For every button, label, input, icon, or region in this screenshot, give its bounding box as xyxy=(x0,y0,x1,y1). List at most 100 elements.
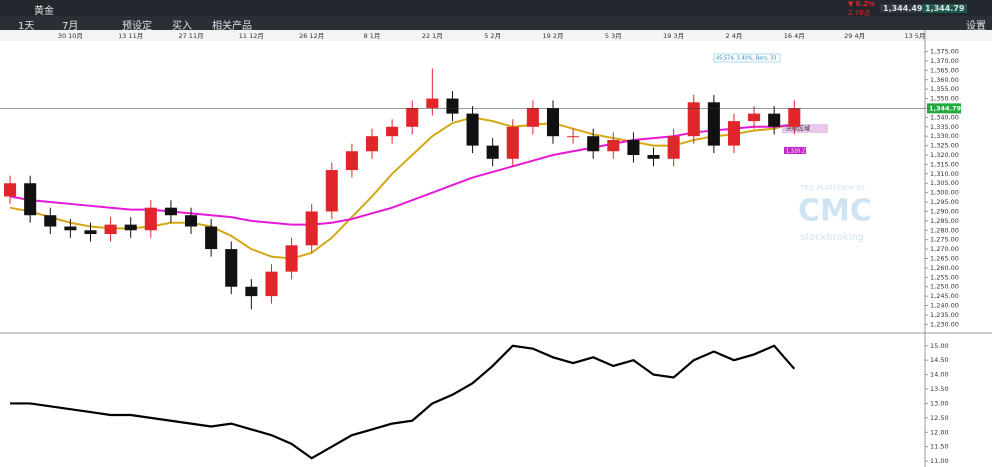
tool-bar: 1天 7月 预设定 买入 相关产品 设置 xyxy=(0,16,992,32)
zone-label: 突破区域 xyxy=(786,125,810,133)
x-tick-label: 30 10月 xyxy=(58,32,83,40)
candle-body xyxy=(225,249,238,287)
last-price-label: 1,344.79 xyxy=(929,104,962,112)
x-tick-label: 5 2月 xyxy=(484,32,501,40)
moving-average xyxy=(9,123,795,226)
candle-body xyxy=(526,107,539,127)
y-tick-label: 1,365.00 xyxy=(930,66,959,74)
y-tick-label: 1,335.00 xyxy=(930,123,959,131)
candle-body xyxy=(4,183,17,197)
y-tick-label: 1,360.00 xyxy=(930,76,959,84)
x-tick-label: 8 1月 xyxy=(364,32,381,40)
y-tick-label: 12.00 xyxy=(930,428,949,436)
candle-body xyxy=(84,230,97,235)
y-tick-label: 1,375.00 xyxy=(930,48,959,56)
x-tick-label: 13 5月 xyxy=(904,32,925,40)
y-tick-label: 1,255.00 xyxy=(930,273,959,281)
candle-body xyxy=(265,271,278,297)
x-tick-label: 19 3月 xyxy=(663,32,684,40)
candle-body xyxy=(506,126,519,159)
x-tick-label: 13 11月 xyxy=(118,32,143,40)
last-price-box xyxy=(927,103,961,114)
candle-body xyxy=(44,215,57,227)
x-tick-label: 26 12月 xyxy=(299,32,324,40)
chart: TRD PLATFORM BY CMC stockbroking 45.574,… xyxy=(0,30,992,467)
candle-body xyxy=(667,136,680,159)
buy[interactable]: 买入 xyxy=(172,21,192,32)
candle-body xyxy=(687,102,700,137)
y-tick-label: 1,250.00 xyxy=(930,283,959,291)
y-tick-label: 1,235.00 xyxy=(930,311,959,319)
x-tick-label: 22 1月 xyxy=(422,32,443,40)
y-tick-label: 14.00 xyxy=(930,371,949,379)
y-tick-label: 11.50 xyxy=(930,443,949,451)
watermark-bottom: stockbroking xyxy=(800,232,864,243)
y-tick-label: 1,315.00 xyxy=(930,160,959,168)
y-tick-label: 1,270.00 xyxy=(930,245,959,253)
candle-body xyxy=(104,224,117,235)
level-box xyxy=(784,147,806,154)
y-tick-label: 1,295.00 xyxy=(930,198,959,206)
candle-body xyxy=(727,121,740,146)
x-tick-label: 5 3月 xyxy=(605,32,622,40)
y-tick-label: 1,275.00 xyxy=(930,236,959,244)
zone-box xyxy=(782,124,828,133)
x-tick-label: 11 12月 xyxy=(239,32,264,40)
y-tick-label: 1,265.00 xyxy=(930,255,959,263)
y-tick-label: 1,340.00 xyxy=(930,113,959,121)
candle-body xyxy=(627,139,640,156)
candle-body xyxy=(325,170,338,212)
y-tick-label: 1,320.00 xyxy=(930,151,959,159)
y-tick-label: 1,355.00 xyxy=(930,85,959,93)
y-tick-label: 14.50 xyxy=(930,356,949,364)
candle-body xyxy=(345,151,358,171)
y-tick-label: 1,305.00 xyxy=(930,179,959,187)
candle-body xyxy=(426,98,439,108)
candle-body xyxy=(788,108,801,127)
y-tick-label: 15.00 xyxy=(930,342,949,350)
y-tick-label: 1,350.00 xyxy=(930,95,959,103)
candle-body xyxy=(365,136,379,152)
candle-body xyxy=(607,139,620,152)
watermark-top: TRD PLATFORM BY xyxy=(799,184,866,192)
candle-body xyxy=(587,136,600,152)
x-tick-label: 27 11月 xyxy=(178,32,203,40)
x-tick-label: 16 4月 xyxy=(784,32,805,40)
candle-body xyxy=(245,286,258,297)
candle-body xyxy=(647,155,660,159)
y-tick-label: 11.00 xyxy=(930,457,949,465)
x-tick-label: 2 4月 xyxy=(726,32,743,40)
y-tick-label: 1,240.00 xyxy=(930,302,959,310)
candle-body xyxy=(64,226,77,231)
change-pct: ▼ 0.2% xyxy=(848,0,876,8)
y-tick-label: 13.50 xyxy=(930,385,949,393)
preset[interactable]: 预设定 xyxy=(122,21,152,32)
candle-body xyxy=(768,113,781,127)
candle-body xyxy=(24,183,37,216)
range[interactable]: 7月 xyxy=(62,21,79,32)
candle-body xyxy=(486,145,499,159)
related[interactable]: 相关产品 xyxy=(212,21,252,32)
y-tick-label: 1,280.00 xyxy=(930,226,959,234)
instrument[interactable]: 黄金 xyxy=(34,6,54,17)
candle-body xyxy=(386,126,399,137)
candle-body xyxy=(748,113,761,122)
candle-body xyxy=(707,102,720,146)
top-bar: 黄金 ▼ 0.2% 2.78点 1,344.49 1,344.79 xyxy=(0,0,992,17)
y-tick-label: 12.50 xyxy=(930,414,949,422)
y-tick-label: 1,260.00 xyxy=(930,264,959,272)
candle-body xyxy=(305,211,318,246)
ask[interactable]: 1,344.79 xyxy=(922,4,968,13)
moving-average xyxy=(9,116,795,260)
candle-body xyxy=(164,207,177,216)
settings[interactable]: 设置 xyxy=(966,21,986,32)
measure-box xyxy=(713,53,781,63)
bid[interactable]: 1,344.49 xyxy=(880,4,926,13)
interval[interactable]: 1天 xyxy=(18,21,35,32)
x-axis-band xyxy=(0,30,992,41)
y-tick-label: 13.00 xyxy=(930,399,949,407)
candle-body xyxy=(205,226,218,250)
y-tick-label: 1,310.00 xyxy=(930,170,959,178)
y-tick-label: 1,285.00 xyxy=(930,217,959,225)
